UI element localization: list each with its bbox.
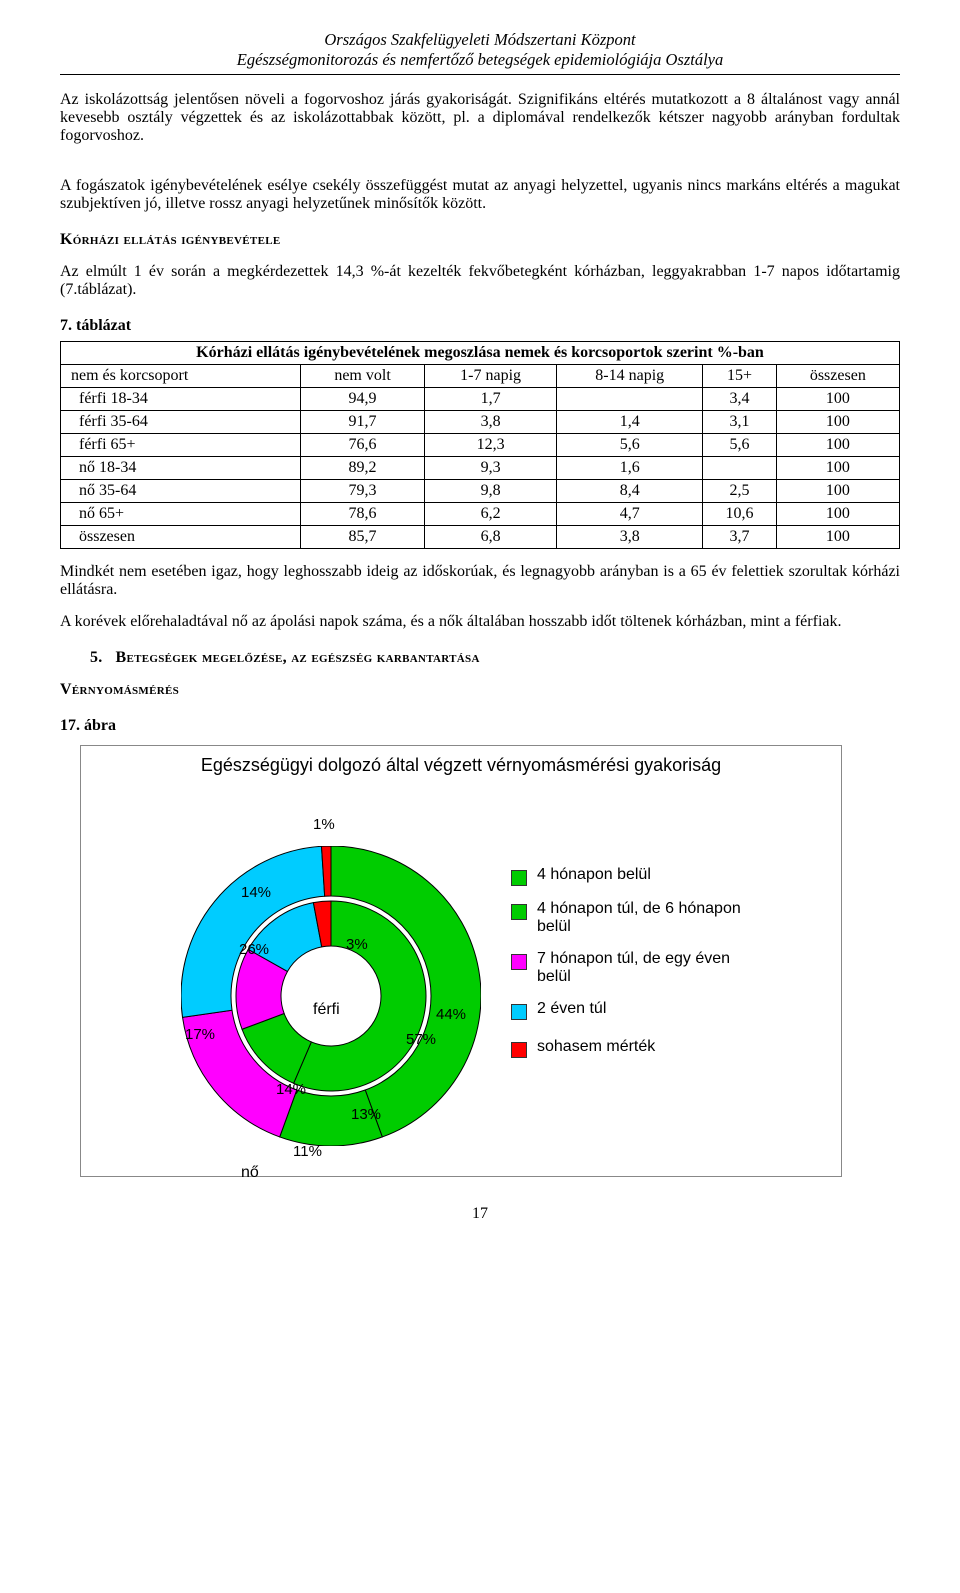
label-13pct: 13% — [351, 1106, 381, 1123]
table-caption: Kórházi ellátás igénybevételének megoszl… — [61, 342, 900, 365]
paragraph-4b: A korévek előrehaladtával nő az ápolási … — [60, 613, 900, 631]
swatch-icon — [511, 1004, 527, 1020]
label-14pct-outer: 14% — [241, 884, 271, 901]
legend-item: 4 hónapon túl, de 6 hónapon belül — [511, 900, 767, 936]
paragraph-2: A fogászatok igénybevételének esélye cse… — [60, 177, 900, 213]
table-row: férfi 35-6491,73,81,43,1100 — [61, 411, 900, 434]
table-row: nő 35-6479,39,88,42,5100 — [61, 480, 900, 503]
hospital-table: Kórházi ellátás igénybevételének megoszl… — [60, 341, 900, 549]
table-row: nő 65+78,66,24,710,6100 — [61, 503, 900, 526]
col-0: nem és korcsoport — [61, 365, 301, 388]
label-14pct-inner: 14% — [276, 1081, 306, 1098]
header-line-2: Egészségmonitorozás és nemfertőző betegs… — [60, 50, 900, 70]
page-number: 17 — [60, 1205, 900, 1223]
col-1: nem volt — [301, 365, 425, 388]
label-57pct: 57% — [406, 1031, 436, 1048]
col-2: 1-7 napig — [425, 365, 557, 388]
label-1pct: 1% — [313, 816, 335, 833]
swatch-icon — [511, 870, 527, 886]
donut-chart-box: Egészségügyi dolgozó által végzett vérny… — [80, 745, 842, 1177]
section-5-heading: 5. Betegségek megelőzése, az egészség ka… — [60, 649, 900, 667]
chart-legend: 4 hónapon belül 4 hónapon túl, de 6 hóna… — [511, 866, 767, 1072]
legend-item: 4 hónapon belül — [511, 866, 767, 886]
legend-item: 2 éven túl — [511, 1000, 767, 1020]
table-row: férfi 65+76,612,35,65,6100 — [61, 434, 900, 457]
figure-ref: 17. ábra — [60, 717, 900, 735]
paragraph-1: Az iskolázottság jelentősen növeli a fog… — [60, 91, 900, 145]
header-line-1: Országos Szakfelügyeleti Módszertani Köz… — [60, 30, 900, 50]
section-5-title: Betegségek megelőzése, az egészség karba… — [116, 649, 480, 666]
section-korhazi: Kórházi ellátás igénybevétele — [60, 231, 900, 249]
outer-ring-label: nő — [241, 1164, 259, 1182]
section-vernyomas: Vérnyomásmérés — [60, 681, 900, 699]
swatch-icon — [511, 904, 527, 920]
legend-item: 7 hónapon túl, de egy éven belül — [511, 950, 767, 986]
col-5: összesen — [776, 365, 899, 388]
swatch-icon — [511, 954, 527, 970]
table-row: összesen85,76,83,83,7100 — [61, 526, 900, 549]
label-3pct: 3% — [346, 936, 368, 953]
label-11pct: 11% — [293, 1143, 322, 1160]
label-26pct: 26% — [239, 941, 269, 958]
table-row: férfi 18-3494,91,73,4100 — [61, 388, 900, 411]
chart-title: Egészségügyi dolgozó által végzett vérny… — [81, 754, 841, 777]
donut-svg-wrap — [181, 846, 481, 1146]
col-3: 8-14 napig — [557, 365, 703, 388]
table-ref: 7. táblázat — [60, 317, 900, 335]
table-header-row: nem és korcsoport nem volt 1-7 napig 8-1… — [61, 365, 900, 388]
col-4: 15+ — [703, 365, 776, 388]
label-44pct: 44% — [436, 1006, 466, 1023]
center-text: férfi — [313, 1001, 340, 1019]
paragraph-4a: Mindkét nem esetében igaz, hogy leghossz… — [60, 563, 900, 599]
label-17pct: 17% — [185, 1026, 215, 1043]
swatch-icon — [511, 1042, 527, 1058]
donut-chart-svg — [181, 846, 481, 1146]
section-5-number: 5. — [90, 649, 103, 666]
paragraph-3: Az elmúlt 1 év során a megkérdezettek 14… — [60, 263, 900, 299]
legend-item: sohasem mérték — [511, 1038, 767, 1058]
table-row: nő 18-3489,29,31,6100 — [61, 457, 900, 480]
page-header: Országos Szakfelügyeleti Módszertani Köz… — [60, 30, 900, 75]
